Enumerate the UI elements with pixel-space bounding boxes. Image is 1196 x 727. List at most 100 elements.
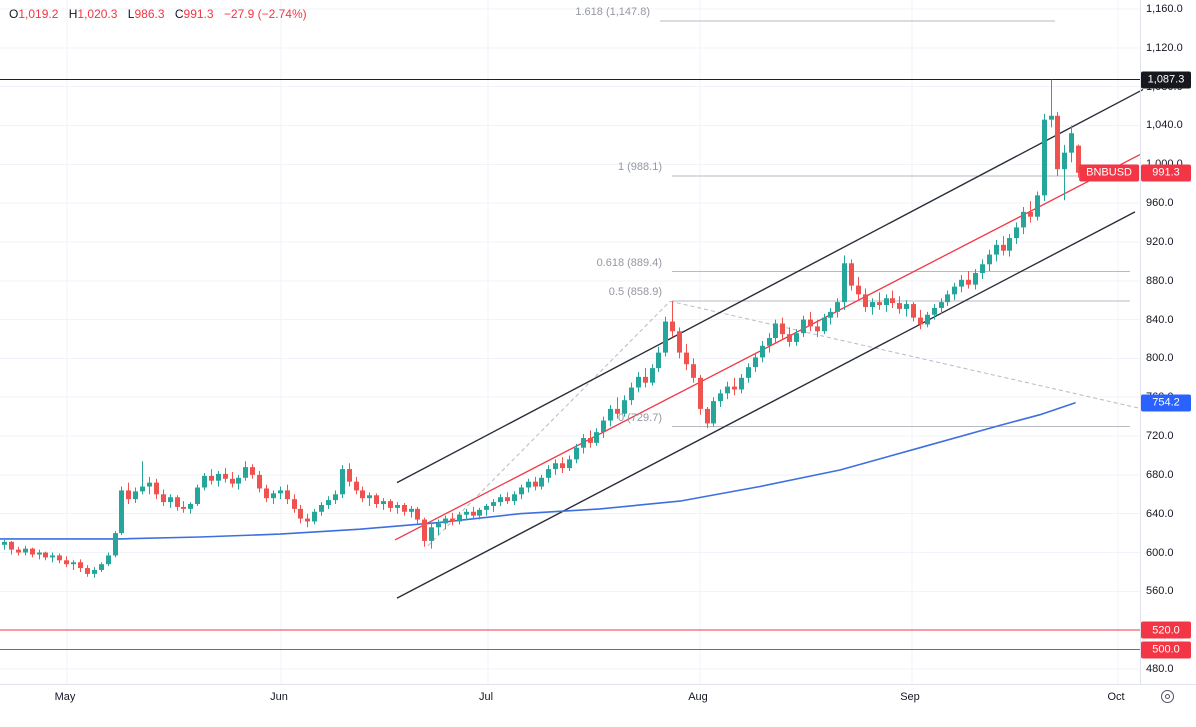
- candle-body: [663, 321, 668, 353]
- low-label: L: [127, 7, 135, 21]
- circle-dot-icon[interactable]: [1161, 690, 1174, 703]
- candle-body: [154, 482, 159, 495]
- candle-body: [133, 491, 138, 500]
- candle-body: [760, 345, 765, 358]
- candle-body: [622, 400, 627, 414]
- candle-body: [250, 467, 255, 475]
- candle-body: [718, 393, 723, 402]
- candle-body: [354, 481, 359, 491]
- low-value: 986.3: [134, 7, 165, 21]
- candle-body: [849, 263, 854, 286]
- candle-body: [966, 279, 971, 285]
- candle-body: [395, 504, 400, 508]
- candle-body: [815, 326, 820, 332]
- candle-body: [560, 463, 565, 469]
- candle-body: [9, 541, 14, 550]
- candle-body: [381, 501, 386, 505]
- candle-body: [43, 552, 48, 558]
- candle-body: [918, 317, 923, 325]
- candle-body: [78, 562, 83, 569]
- candle-body: [119, 490, 124, 534]
- candle-body: [223, 473, 228, 479]
- candle-body: [312, 511, 317, 522]
- high-line-badge: 1,087.3: [1141, 71, 1191, 89]
- price-axis-separator: [1140, 0, 1141, 684]
- candle-body: [567, 459, 572, 469]
- channel-line: [396, 88, 1144, 484]
- candle-body: [1035, 195, 1040, 217]
- price-axis-label: 720.0: [1146, 430, 1174, 443]
- candle-body: [402, 504, 407, 512]
- candle-body: [2, 541, 7, 545]
- open-value: 1,019.2: [18, 7, 59, 21]
- candle-body: [822, 317, 827, 332]
- candle-body: [787, 334, 792, 342]
- candle-body: [409, 508, 414, 512]
- candle-body: [1021, 211, 1026, 228]
- candle-body: [23, 548, 28, 553]
- candle-body: [1049, 115, 1054, 120]
- candle-body: [801, 319, 806, 334]
- candle-body: [292, 499, 297, 509]
- candle-body: [608, 408, 613, 421]
- high-value: 1,020.3: [77, 7, 118, 21]
- candle-body: [113, 533, 118, 556]
- fib-level-label: 0 (729.7): [617, 411, 662, 424]
- price-axis-label: 880.0: [1146, 274, 1174, 287]
- candle-body: [230, 478, 235, 484]
- candle-body: [188, 504, 193, 509]
- candle-body: [574, 447, 579, 460]
- time-axis-separator: [0, 684, 1196, 685]
- candle-body: [601, 420, 606, 433]
- candle-body: [50, 555, 55, 558]
- candle-body: [897, 303, 902, 309]
- candle-body: [216, 473, 221, 481]
- level-500-badge: 500.0: [1141, 641, 1191, 659]
- candle-body: [932, 307, 937, 315]
- candle-body: [677, 331, 682, 353]
- price-axis-label: 560.0: [1146, 585, 1174, 598]
- month-label-sep: Sep: [900, 691, 920, 703]
- ma-line: [0, 402, 1076, 540]
- candle-body: [195, 487, 200, 505]
- change-value: −27.9 (−2.74%): [223, 7, 307, 21]
- candle-body: [650, 368, 655, 383]
- high-label: H: [68, 7, 78, 21]
- price-axis-label: 920.0: [1146, 235, 1174, 248]
- candle-body: [533, 481, 538, 487]
- candle-body: [773, 323, 778, 339]
- candle-body: [553, 463, 558, 470]
- candle-body: [526, 481, 531, 488]
- candle-body: [636, 376, 641, 388]
- month-label-aug: Aug: [688, 691, 708, 703]
- candle-body: [656, 352, 661, 369]
- candle-body: [464, 511, 469, 515]
- candle-body: [808, 319, 813, 327]
- candle-body: [181, 506, 186, 509]
- candle-body: [505, 497, 510, 502]
- candle-body: [952, 286, 957, 295]
- candle-body: [436, 523, 441, 528]
- fib-dashed-trend-line: [669, 300, 1139, 409]
- candle-body: [278, 490, 283, 494]
- candle-body: [236, 477, 241, 484]
- candle-body: [884, 298, 889, 306]
- candle-body: [581, 438, 586, 448]
- ohlc-legend[interactable]: O1,019.2 H1,020.3 L986.3 C991.3 −27.9 (−…: [9, 7, 307, 21]
- candle-body: [684, 352, 689, 365]
- candle-body: [877, 302, 882, 306]
- candle-body: [16, 549, 21, 553]
- candle-body: [450, 518, 455, 522]
- candle-body: [106, 555, 111, 565]
- price-axis-label: 1,120.0: [1146, 41, 1183, 54]
- candle-body: [202, 475, 207, 488]
- candle-body: [629, 387, 634, 401]
- price-axis-label: 960.0: [1146, 197, 1174, 210]
- candle-body: [147, 482, 152, 487]
- plot-area[interactable]: [0, 0, 1196, 684]
- fib-dashed-trend-line: [427, 300, 671, 547]
- candle-body: [739, 377, 744, 390]
- candle-body: [257, 474, 262, 489]
- candle-body: [588, 438, 593, 443]
- candle-body: [1062, 152, 1067, 170]
